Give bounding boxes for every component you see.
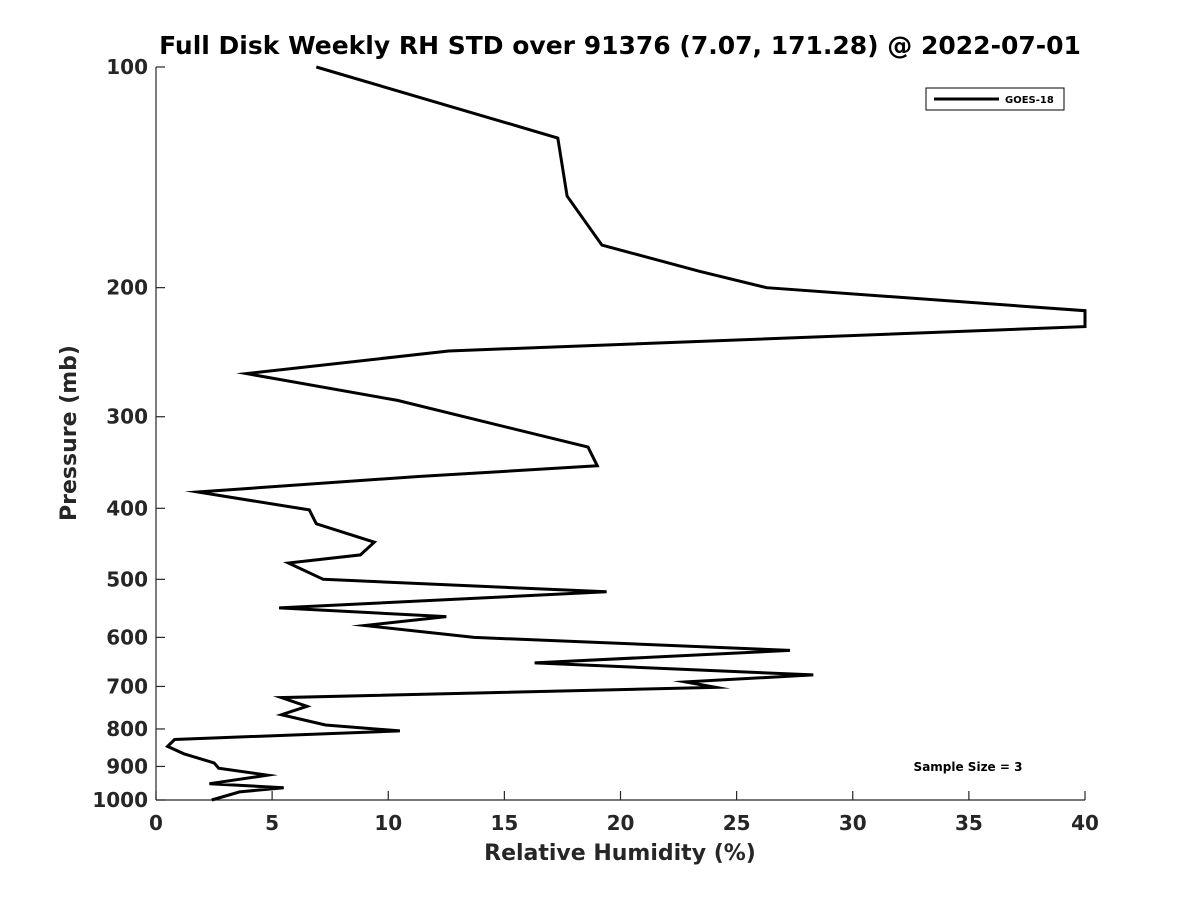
x-tick-label: 5 (265, 811, 279, 835)
y-tick-label: 400 (106, 496, 148, 520)
sample-size-annotation: Sample Size = 3 (914, 760, 1023, 774)
y-tick-label: 800 (106, 717, 148, 741)
x-tick-label: 30 (839, 811, 867, 835)
y-tick-label: 300 (106, 405, 148, 429)
series-layer (164, 65, 1087, 802)
y-tick-label: 200 (106, 276, 148, 300)
y-tick-label: 100 (106, 55, 148, 79)
x-tick-label: 0 (149, 811, 163, 835)
legend: GOES-18 (925, 87, 1065, 111)
y-tick-label: 600 (106, 625, 148, 649)
x-tick-label: 10 (374, 811, 402, 835)
y-tick-label: 1000 (92, 788, 148, 812)
legend-label-goes-18: GOES-18 (1005, 95, 1054, 106)
x-axis-label: Relative Humidity (%) (484, 841, 756, 866)
y-tick-label: 700 (106, 674, 148, 698)
x-tick-label: 20 (607, 811, 635, 835)
chart-title: Full Disk Weekly RH STD over 91376 (7.07… (159, 31, 1081, 60)
x-tick-label: 35 (955, 811, 983, 835)
y-tick-label: 900 (106, 754, 148, 778)
x-tick-label: 15 (490, 811, 518, 835)
y-axis-ticks: 100 200 300 400 500 600 700 800 900 1000 (92, 55, 165, 812)
series-line-goes-18 (164, 65, 1087, 802)
y-tick-label: 500 (106, 567, 148, 591)
x-axis-ticks: 0 5 10 15 20 25 30 35 40 (149, 791, 1099, 835)
y-axis-label: Pressure (mb) (57, 345, 82, 521)
x-tick-label: 25 (723, 811, 751, 835)
x-tick-label: 40 (1071, 811, 1099, 835)
